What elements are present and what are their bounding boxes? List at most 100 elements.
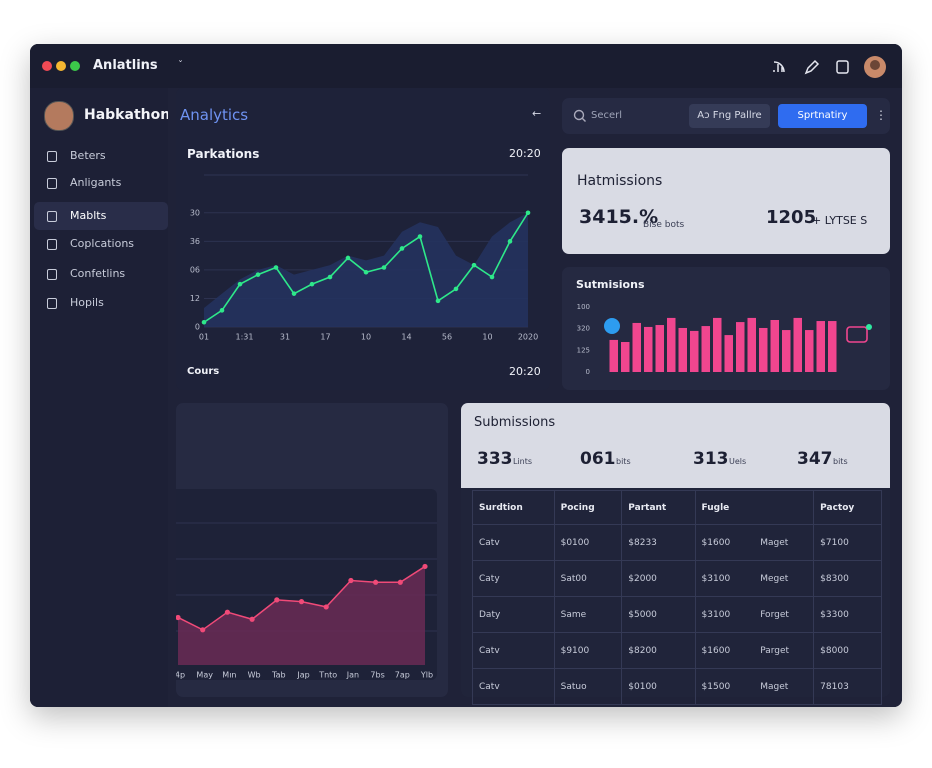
bar: [678, 327, 687, 372]
edit-icon[interactable]: [804, 59, 820, 75]
search-input[interactable]: Secerl: [591, 110, 623, 121]
table-cell: Daty: [472, 596, 555, 633]
summary-stat: 3415.%: [579, 206, 659, 228]
point: [525, 210, 531, 216]
y-tick-label: 06: [190, 265, 200, 274]
stat-value: 313: [693, 449, 729, 469]
point: [237, 281, 243, 287]
user-name: Habkathon: [84, 107, 171, 123]
x-tick-label: 10: [482, 333, 492, 342]
point: [309, 281, 315, 287]
app-title: Anlatlins: [93, 58, 158, 73]
point: [200, 627, 206, 633]
nav-item[interactable]: Mablts: [70, 209, 107, 222]
nav-icon: [47, 269, 57, 280]
avatar-face: [870, 60, 880, 70]
point: [373, 579, 379, 585]
secondary-button[interactable]: Aɔ Fng Pallre: [689, 104, 770, 128]
y-tick-label: 320: [577, 325, 590, 333]
line-chart-corner: 20:20: [509, 147, 541, 160]
bar: [828, 321, 837, 372]
app-dropdown[interactable]: ˇ: [178, 60, 183, 71]
nav-item[interactable]: Coplcations: [70, 237, 135, 250]
x-tick-label: 01: [199, 333, 209, 342]
x-tick-label: 10: [361, 333, 371, 342]
bar: [816, 321, 825, 372]
x-tick-label: 1:31: [236, 333, 254, 342]
nav-item[interactable]: Confetlins: [70, 267, 126, 280]
line-chart-footer: Cours: [187, 366, 220, 377]
table-cell: Catv: [472, 668, 555, 705]
header-row: Surdtion Pocing Partant Fugle Pactoy: [472, 490, 882, 525]
status-dot: [866, 324, 872, 330]
header-cell: Fugle: [694, 490, 815, 525]
table-cell: $8000: [813, 632, 882, 669]
area: [178, 566, 425, 665]
stat-unit: bits: [833, 457, 848, 466]
primary-button[interactable]: Sprtnatiry: [778, 104, 867, 128]
x-tick-label: 14: [401, 333, 411, 342]
camera-icon[interactable]: [846, 326, 868, 343]
stat-unit: Uels: [729, 457, 747, 466]
analytics-panel: [176, 88, 550, 390]
x-tick-label: 4p: [176, 671, 185, 680]
x-tick-label: 7ap: [395, 671, 410, 680]
nav-icon: [47, 298, 57, 309]
table-cell: Catv: [472, 524, 555, 561]
nav-icon: [47, 211, 57, 222]
back-button[interactable]: ←: [532, 107, 542, 120]
table-cell: 78103: [813, 668, 882, 705]
table-cell: $0100: [553, 524, 623, 561]
point: [291, 291, 297, 296]
top-icons: [773, 56, 886, 78]
clip-icon[interactable]: [836, 60, 849, 74]
app-window: Anlatlins ˇ Habkathon Analytics ← Parkat…: [30, 44, 902, 707]
bar-title: Sutmisions: [576, 278, 645, 291]
stat-value: 333: [477, 449, 513, 469]
point: [381, 265, 387, 270]
bar: [632, 322, 641, 372]
table-row: Catv $9100 $8200 $1600 Parget $8000: [472, 632, 882, 669]
point: [397, 579, 403, 585]
x-tick-label: Tab: [271, 671, 286, 680]
x-tick-label: May: [196, 671, 213, 680]
bar: [713, 317, 722, 372]
y-tick-label: 0: [195, 323, 200, 332]
point: [201, 319, 207, 325]
point: [348, 577, 354, 584]
point: [363, 269, 369, 275]
icons: [773, 59, 849, 75]
table-cell: $9100: [553, 632, 623, 669]
bar: [701, 326, 710, 372]
header-cell: Surdtion: [472, 490, 555, 525]
point: [298, 599, 305, 605]
bar: [690, 330, 699, 372]
stat-unit: bits: [616, 457, 631, 466]
table-cell: Meget: [754, 560, 815, 597]
point: [471, 262, 477, 268]
more-button[interactable]: ⋮: [875, 108, 887, 122]
point: [273, 265, 279, 270]
stat-value: 061: [580, 449, 616, 469]
area-chart: 4p May Mın Wb Tab Jap Tnto Jan 7bs 7ap Ylb: [176, 522, 437, 680]
table-cell: Caty: [472, 560, 555, 597]
dot-green: [70, 61, 80, 71]
nav-icon: [47, 151, 57, 162]
nav-item[interactable]: Hopils: [70, 296, 104, 309]
user-avatar: [44, 101, 74, 131]
table-cell: Same: [553, 596, 623, 633]
nav-item[interactable]: Beters: [70, 149, 106, 162]
bar: [747, 317, 756, 372]
bar: [621, 342, 630, 372]
signal-icon[interactable]: [773, 61, 785, 73]
x-tick-label: 31: [280, 333, 290, 342]
marker-icon: [604, 318, 620, 334]
x-tick-label: Jan: [346, 671, 359, 680]
nav-item[interactable]: Anligants: [70, 176, 122, 189]
x-tick-label: Mın: [222, 671, 236, 680]
table-row: Caty Sat00 $2000 $3100 Meget $8300: [472, 560, 882, 597]
y-tick-label: 12: [190, 294, 200, 303]
bar: [805, 330, 814, 372]
